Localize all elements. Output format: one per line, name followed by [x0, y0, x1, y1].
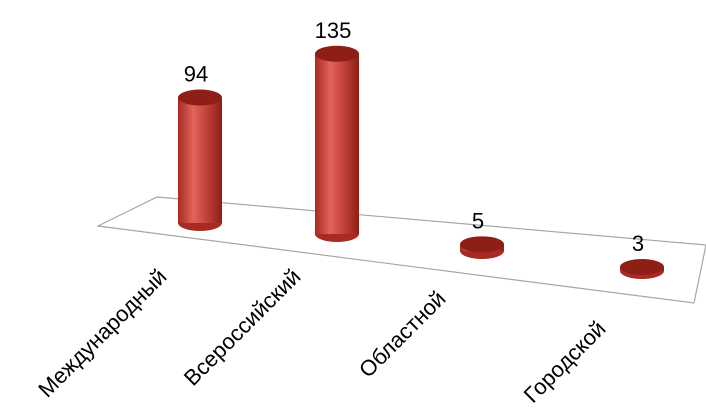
bar-1: [178, 89, 222, 231]
bar-top: [315, 45, 359, 62]
bar-body: [315, 53, 359, 235]
category-label-3: Областной: [354, 286, 451, 383]
category-label-2: Всероссийский: [179, 264, 306, 391]
bar-2: [315, 45, 359, 242]
value-labels-layer: 94 135 5 3: [184, 18, 644, 256]
category-label-4: Городской: [519, 316, 611, 408]
bar-top: [178, 89, 222, 106]
bar-top: [620, 258, 664, 275]
bar-body: [178, 97, 222, 223]
category-labels-layer: Международный Всероссийский Областной Город…: [33, 264, 610, 408]
value-label-2: 135: [315, 18, 352, 43]
chart-floor: [95, 196, 706, 304]
bars-layer: [178, 45, 664, 279]
bar-4: [620, 258, 664, 279]
category-label-1: Международный: [33, 264, 171, 402]
value-label-4: 3: [632, 231, 644, 256]
bar-3: [460, 236, 504, 259]
bar-top: [460, 236, 504, 253]
value-label-3: 5: [472, 208, 484, 233]
value-label-1: 94: [184, 62, 208, 87]
